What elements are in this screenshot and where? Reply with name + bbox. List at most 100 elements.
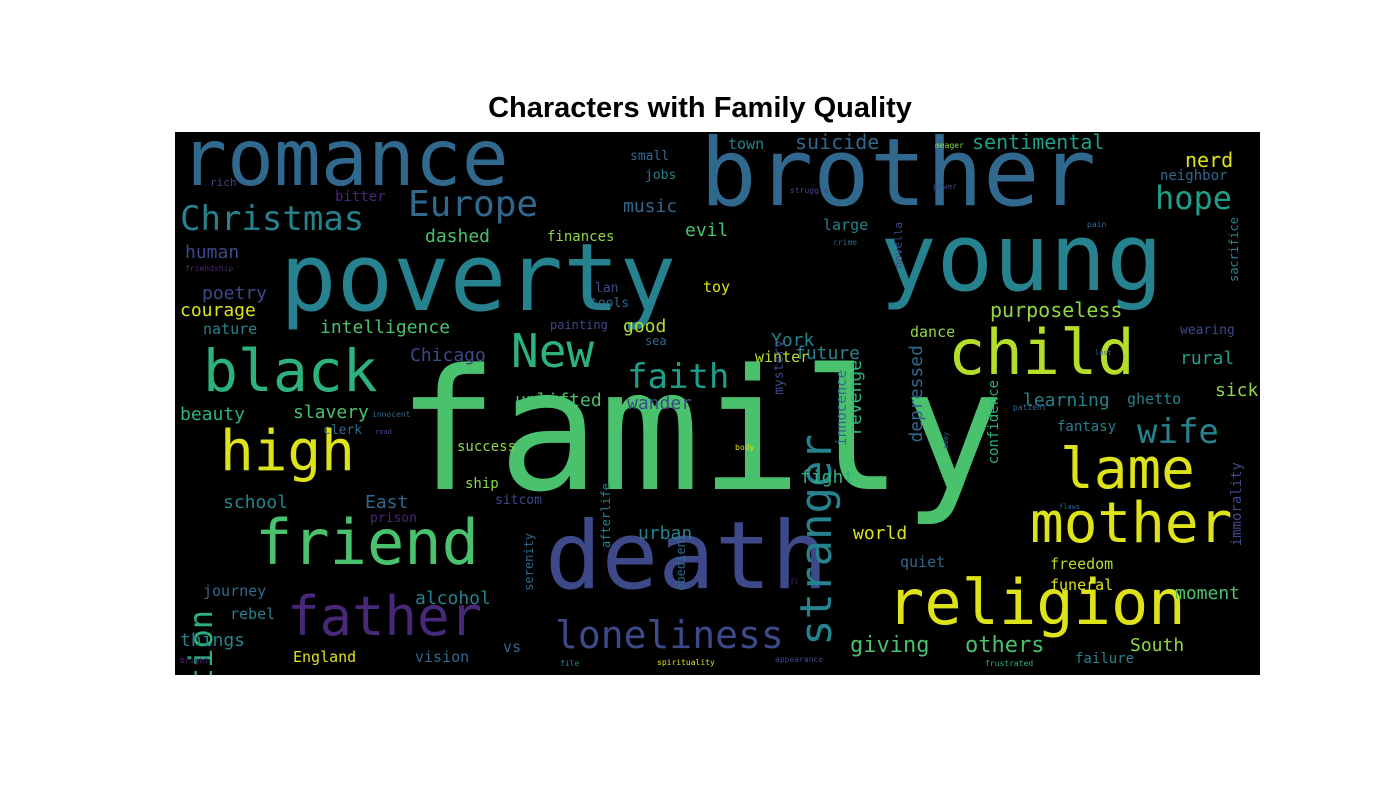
word-fl: fl: [790, 578, 799, 586]
word-friend: friend: [255, 506, 479, 579]
word-father: father: [287, 585, 483, 648]
word-sitcom: sitcom: [495, 493, 542, 508]
word-music: music: [623, 196, 678, 217]
word-new: New: [511, 324, 595, 378]
word-body: body: [735, 443, 755, 452]
word-appearance: appearance: [775, 655, 824, 664]
word-quiet: quiet: [900, 553, 946, 571]
word-serenity: serenity: [522, 533, 536, 591]
word-prison: prison: [370, 511, 417, 526]
word-road: road: [375, 428, 392, 436]
word-patient: patient: [1013, 403, 1047, 412]
word-sick: sick: [1215, 380, 1259, 401]
word-chicago: Chicago: [410, 345, 486, 366]
word-hope: hope: [1155, 179, 1233, 217]
word-wander: wander: [627, 393, 693, 414]
word-town: town: [728, 135, 765, 153]
word-painting: painting: [550, 318, 608, 332]
word-england: England: [293, 648, 357, 666]
word-ship: ship: [465, 476, 499, 492]
word-york: York: [771, 330, 815, 351]
word-fantasy: fantasy: [1057, 419, 1117, 435]
word-purposeless: purposeless: [990, 298, 1123, 322]
word-christmas: Christmas: [180, 199, 365, 239]
word-suicide: suicide: [795, 132, 880, 154]
word-cloud: family poverty brother young death romance rel…: [175, 132, 1260, 675]
word-family: family: [397, 333, 1004, 529]
word-flaws: flaws: [1059, 503, 1081, 511]
chart-title: Characters with Family Quality: [488, 92, 912, 124]
word-wife: wife: [1137, 412, 1219, 452]
word-spirituality: spirituality: [657, 658, 715, 667]
word-file: file: [560, 659, 580, 668]
word-success: success: [457, 439, 517, 455]
word-world: world: [853, 523, 908, 544]
word-away: away: [942, 432, 950, 449]
word-lan: lan: [595, 281, 619, 296]
word-clerk: clerk: [323, 423, 363, 438]
word-black: black: [203, 337, 378, 405]
word-innocence: innocence: [834, 370, 850, 446]
word-confidence: confidence: [986, 380, 1002, 465]
word-mother: mother: [1030, 491, 1233, 556]
word-funeral: funeral: [1050, 576, 1114, 594]
word-rich: rich: [210, 176, 237, 189]
word-fight: fight: [800, 467, 855, 488]
word-meager: meager: [935, 141, 964, 150]
word-jobs: jobs: [645, 168, 677, 183]
word-brother: brother: [700, 132, 1097, 228]
word-lost: lost: [1095, 349, 1112, 357]
word-loneliness: loneliness: [555, 613, 784, 657]
word-future: future: [795, 343, 861, 364]
word-romance: romance: [180, 132, 509, 204]
word-pain: pain: [1087, 220, 1107, 229]
word-moment: moment: [1175, 583, 1241, 604]
word-vs: vs: [503, 638, 522, 656]
word-winter: winter: [755, 348, 810, 366]
word-lame: lame: [1060, 437, 1195, 502]
word-novella: novella: [892, 222, 905, 269]
word-human: human: [185, 242, 240, 263]
word-others: others: [965, 633, 1045, 658]
word-intelligence: intelligence: [320, 317, 451, 338]
word-freedom: freedom: [1050, 555, 1114, 573]
word-depressed: depressed: [906, 345, 927, 443]
word-bitter: bitter: [335, 189, 386, 205]
word-learning: learning: [1023, 390, 1110, 411]
word-school: school: [223, 492, 289, 513]
word-dance: dance: [910, 323, 956, 341]
word-sacrifice: sacrifice: [1227, 217, 1241, 283]
word-wearing: wearing: [1180, 323, 1235, 338]
word-child: child: [948, 316, 1135, 389]
word-journey: journey: [203, 582, 267, 600]
word-east: East: [365, 492, 409, 513]
word-rural: rural: [1180, 348, 1235, 369]
word-high: high: [220, 419, 355, 484]
word-power: power: [933, 182, 958, 191]
word-nerd: nerd: [1185, 148, 1234, 172]
word-good: good: [623, 316, 667, 337]
word-large: large: [823, 216, 869, 234]
word-finances: finances: [547, 229, 615, 245]
word-poetry: poetry: [202, 283, 268, 304]
word-tools: tools: [590, 296, 630, 311]
word-europe: Europe: [408, 184, 539, 225]
word-frustrated: frustrated: [985, 659, 1034, 668]
word-immorality: immorality: [1229, 462, 1245, 547]
word-things: things: [180, 630, 246, 651]
word-alcohol: alcohol: [415, 588, 491, 609]
word-giving: giving: [850, 633, 930, 658]
word-sea: sea: [645, 334, 667, 348]
word-obedient: obedient: [674, 533, 688, 591]
word-sentimental: sentimental: [972, 132, 1105, 154]
word-innocent: innocent: [372, 410, 411, 419]
word-courage: courage: [180, 300, 256, 321]
word-mystery: mystery: [772, 340, 787, 395]
word-ghetto: ghetto: [1127, 390, 1182, 408]
word-south: South: [1130, 635, 1185, 656]
word-dashed: dashed: [425, 226, 491, 247]
word-stranger: stranger: [791, 434, 842, 646]
word-faith: faith: [627, 357, 730, 397]
word-small: small: [630, 149, 670, 164]
word-religion: religion: [887, 566, 1186, 639]
